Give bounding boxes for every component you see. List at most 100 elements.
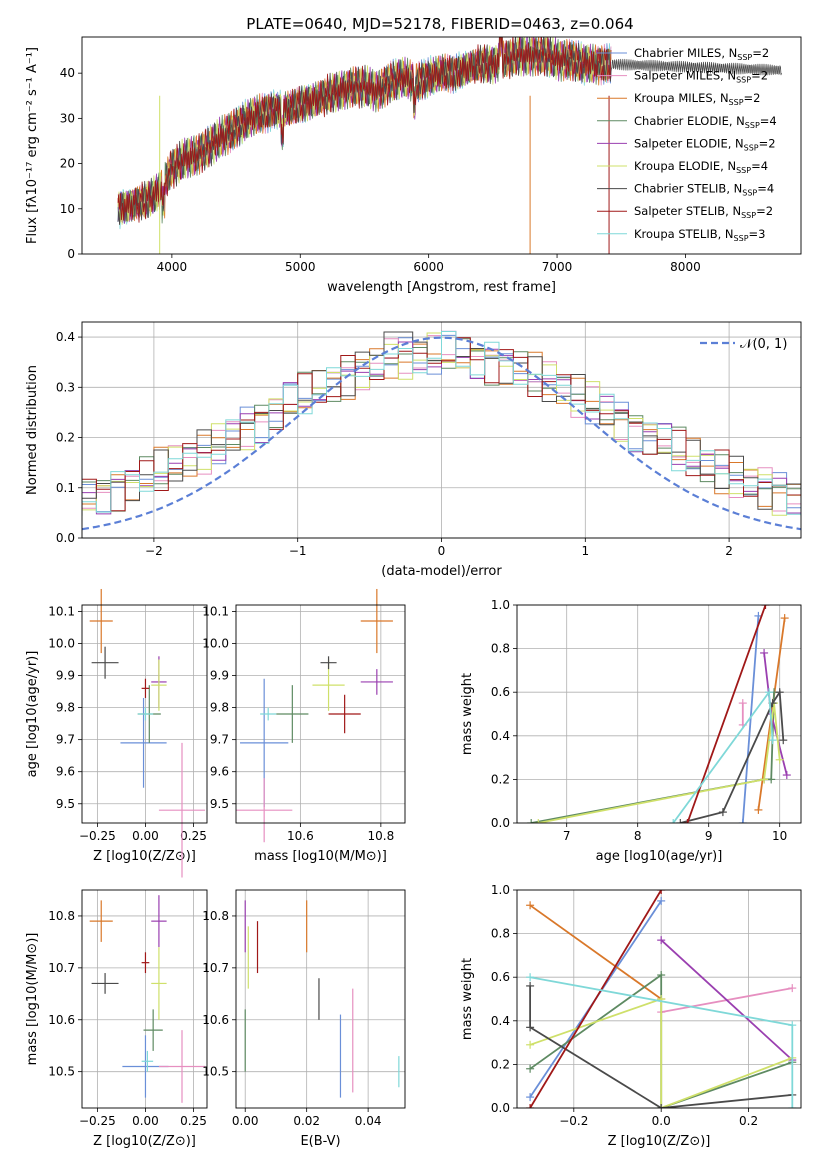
x-tick-label: 7 (563, 829, 571, 843)
y-tick-label: 0.0 (491, 1101, 510, 1115)
x-tick-label: 0.00 (232, 1114, 259, 1128)
x-axis-label: age [log10(age/yr)] (596, 849, 723, 864)
figure-title: PLATE=0640, MJD=52178, FIBERID=0463, z=0… (246, 15, 633, 33)
x-tick-label: −0.2 (559, 1114, 588, 1128)
y-tick-label: 40 (60, 66, 75, 80)
axes-frame (516, 604, 802, 824)
weight-line (529, 904, 662, 1000)
axes-frame (81, 889, 208, 1109)
y-tick-label: 20 (60, 157, 75, 171)
y-tick-label: 10.7 (202, 961, 229, 975)
x-tick-label: 9 (705, 829, 713, 843)
x-axis-label: (data-model)/error (381, 564, 502, 579)
y-tick-label: 0.1 (56, 481, 75, 495)
x-axis-label: Z [log10(Z/Z⊙)] (93, 1134, 196, 1149)
y-axis-label: Normed distribution (25, 365, 40, 495)
y-tick-label: 0.8 (491, 642, 510, 656)
legend-label: Salpeter ELODIE, NSSP=2 (634, 136, 776, 152)
histogram-step (82, 331, 801, 515)
y-tick-label: 9.6 (210, 765, 229, 779)
x-axis-label: mass [log10(M/M⊙)] (254, 849, 387, 864)
weight-line (531, 692, 775, 823)
y-axis-label: mass weight (460, 958, 475, 1040)
legend-label: Chabrier STELIB, NSSP=4 (634, 182, 774, 198)
x-tick-label: 0.00 (132, 829, 159, 843)
axes-frame (235, 604, 406, 824)
y-tick-label: 0.2 (491, 1057, 510, 1071)
legend-label: Kroupa MILES, NSSP=2 (634, 91, 760, 107)
weight-line (538, 702, 781, 823)
errorbar-group (244, 900, 400, 1098)
y-tick-label: 10.5 (202, 1065, 229, 1079)
y-tick-label: 0.6 (491, 970, 510, 984)
x-tick-label: 8 (634, 829, 642, 843)
y-tick-label: 9.9 (56, 669, 75, 683)
axes-frame (235, 889, 406, 1109)
x-tick-label: 5000 (285, 260, 316, 274)
axes-frame (81, 36, 802, 255)
y-tick-label: 9.8 (56, 701, 75, 715)
y-tick-label: 10.6 (202, 1013, 229, 1027)
x-tick-label: 0.02 (293, 1114, 320, 1128)
y-tick-label: 1.0 (491, 598, 510, 612)
y-tick-label: 9.7 (56, 733, 75, 747)
legend-label-normal: 𝒩(0, 1) (740, 337, 787, 352)
x-axis-label: wavelength [Angstrom, rest frame] (327, 280, 556, 295)
y-tick-label: 10.7 (48, 961, 75, 975)
legend-label: Kroupa ELODIE, NSSP=4 (634, 159, 768, 175)
axes-frame (516, 889, 802, 1109)
x-tick-label: −0.25 (79, 829, 116, 843)
y-tick-label: 9.5 (210, 797, 229, 811)
y-tick-label: 9.5 (56, 797, 75, 811)
axes-frame (81, 321, 802, 539)
x-tick-label: 2 (725, 544, 733, 558)
y-tick-label: 0.6 (491, 685, 510, 699)
legend-label: Chabrier ELODIE, NSSP=4 (634, 114, 777, 130)
x-tick-label: 0.00 (132, 1114, 159, 1128)
weight-lines-group (527, 605, 791, 823)
x-tick-label: 0.25 (180, 1114, 207, 1128)
errorbar-group (89, 895, 206, 1103)
x-tick-label: 0.2 (739, 1114, 758, 1128)
errorbar-group (89, 588, 206, 878)
x-tick-label: 7000 (542, 260, 573, 274)
y-tick-label: 1.0 (491, 883, 510, 897)
y-tick-label: 10.1 (202, 604, 229, 618)
legend-label: Kroupa STELIB, NSSP=3 (634, 227, 765, 243)
x-tick-label: 4000 (157, 260, 188, 274)
x-tick-label: 10.8 (367, 829, 394, 843)
spectrum-line (117, 37, 612, 224)
y-tick-label: 10 (60, 202, 75, 216)
y-tick-label: 9.9 (210, 669, 229, 683)
x-tick-label: 0.04 (355, 1114, 382, 1128)
y-tick-label: 10.8 (202, 909, 229, 923)
y-tick-label: 10.0 (202, 636, 229, 650)
axes-frame (81, 604, 208, 824)
y-tick-label: 10.1 (48, 604, 75, 618)
weight-line (680, 689, 785, 823)
y-tick-label: 0.2 (56, 431, 75, 445)
weight-lines-group (526, 890, 797, 1108)
x-axis-label: E(B-V) (300, 1134, 340, 1149)
legend-label: Chabrier MILES, NSSP=2 (634, 46, 769, 62)
y-tick-label: 0.2 (491, 772, 510, 786)
y-tick-label: 0.0 (491, 816, 510, 830)
y-tick-label: 10.5 (48, 1065, 75, 1079)
normal-reference-curve (82, 336, 801, 531)
y-tick-label: 0.4 (56, 330, 75, 344)
x-tick-label: 1 (581, 544, 589, 558)
y-tick-label: 10.0 (48, 636, 75, 650)
y-tick-label: 0.4 (491, 1014, 510, 1028)
x-tick-label: 0.0 (652, 1114, 671, 1128)
y-tick-label: 0 (67, 247, 75, 261)
x-tick-label: 10.6 (287, 829, 314, 843)
weight-line (529, 985, 793, 1108)
x-tick-label: 10 (772, 829, 787, 843)
y-tick-label: 10.6 (48, 1013, 75, 1027)
y-axis-label: mass weight (460, 673, 475, 755)
histogram-group (82, 330, 801, 531)
spectrum-group (117, 37, 782, 254)
x-tick-label: 0 (438, 544, 446, 558)
x-tick-label: −0.25 (79, 1114, 116, 1128)
